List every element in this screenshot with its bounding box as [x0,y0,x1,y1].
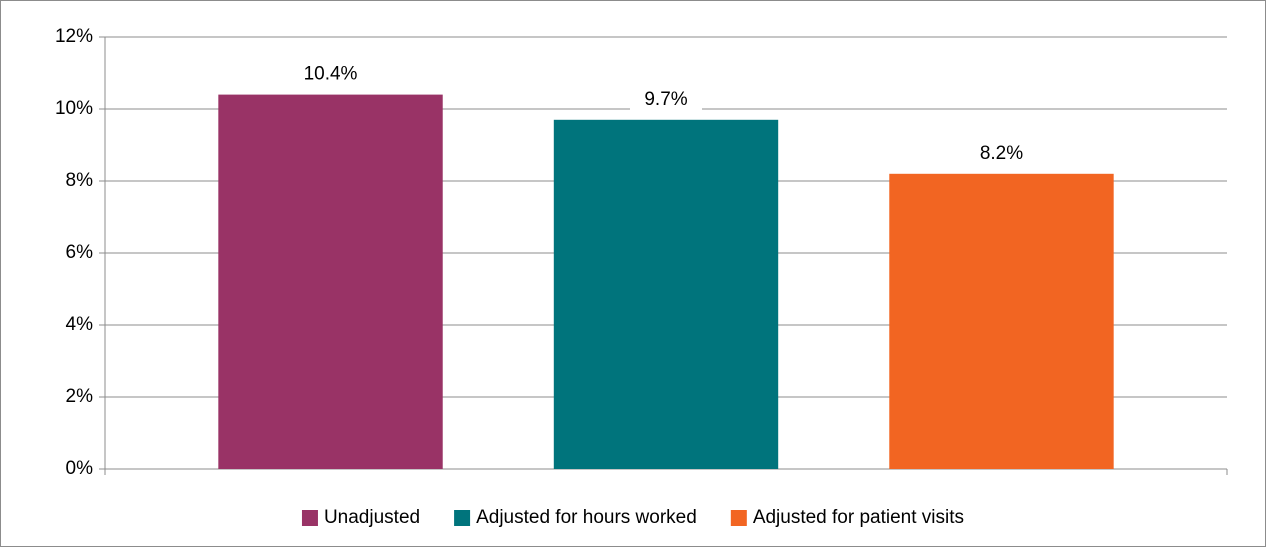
y-tick-label: 0% [66,458,94,479]
value-label: 9.7% [644,89,687,110]
y-tick-label: 6% [66,242,94,263]
value-label-bg [294,61,367,88]
y-tick-label: 8% [66,170,94,191]
legend-label: Adjusted for hours worked [476,507,697,528]
legend-swatch [730,510,747,526]
legend-swatch [301,510,318,526]
bar [889,173,1114,470]
y-tick-label: 10% [55,98,93,119]
value-label: 8.2% [980,143,1023,164]
legend-swatch [454,510,471,526]
y-tick-label: 12% [55,26,93,47]
bar [218,94,443,469]
legend-label: Adjusted for patient visits [753,507,964,528]
value-label: 10.4% [304,64,358,85]
bar [553,119,779,470]
value-label-bg [630,86,702,113]
value-label-bg [965,140,1038,167]
legend-label: Unadjusted [324,507,420,528]
y-tick-label: 4% [66,314,94,335]
y-tick-label: 2% [66,386,94,407]
